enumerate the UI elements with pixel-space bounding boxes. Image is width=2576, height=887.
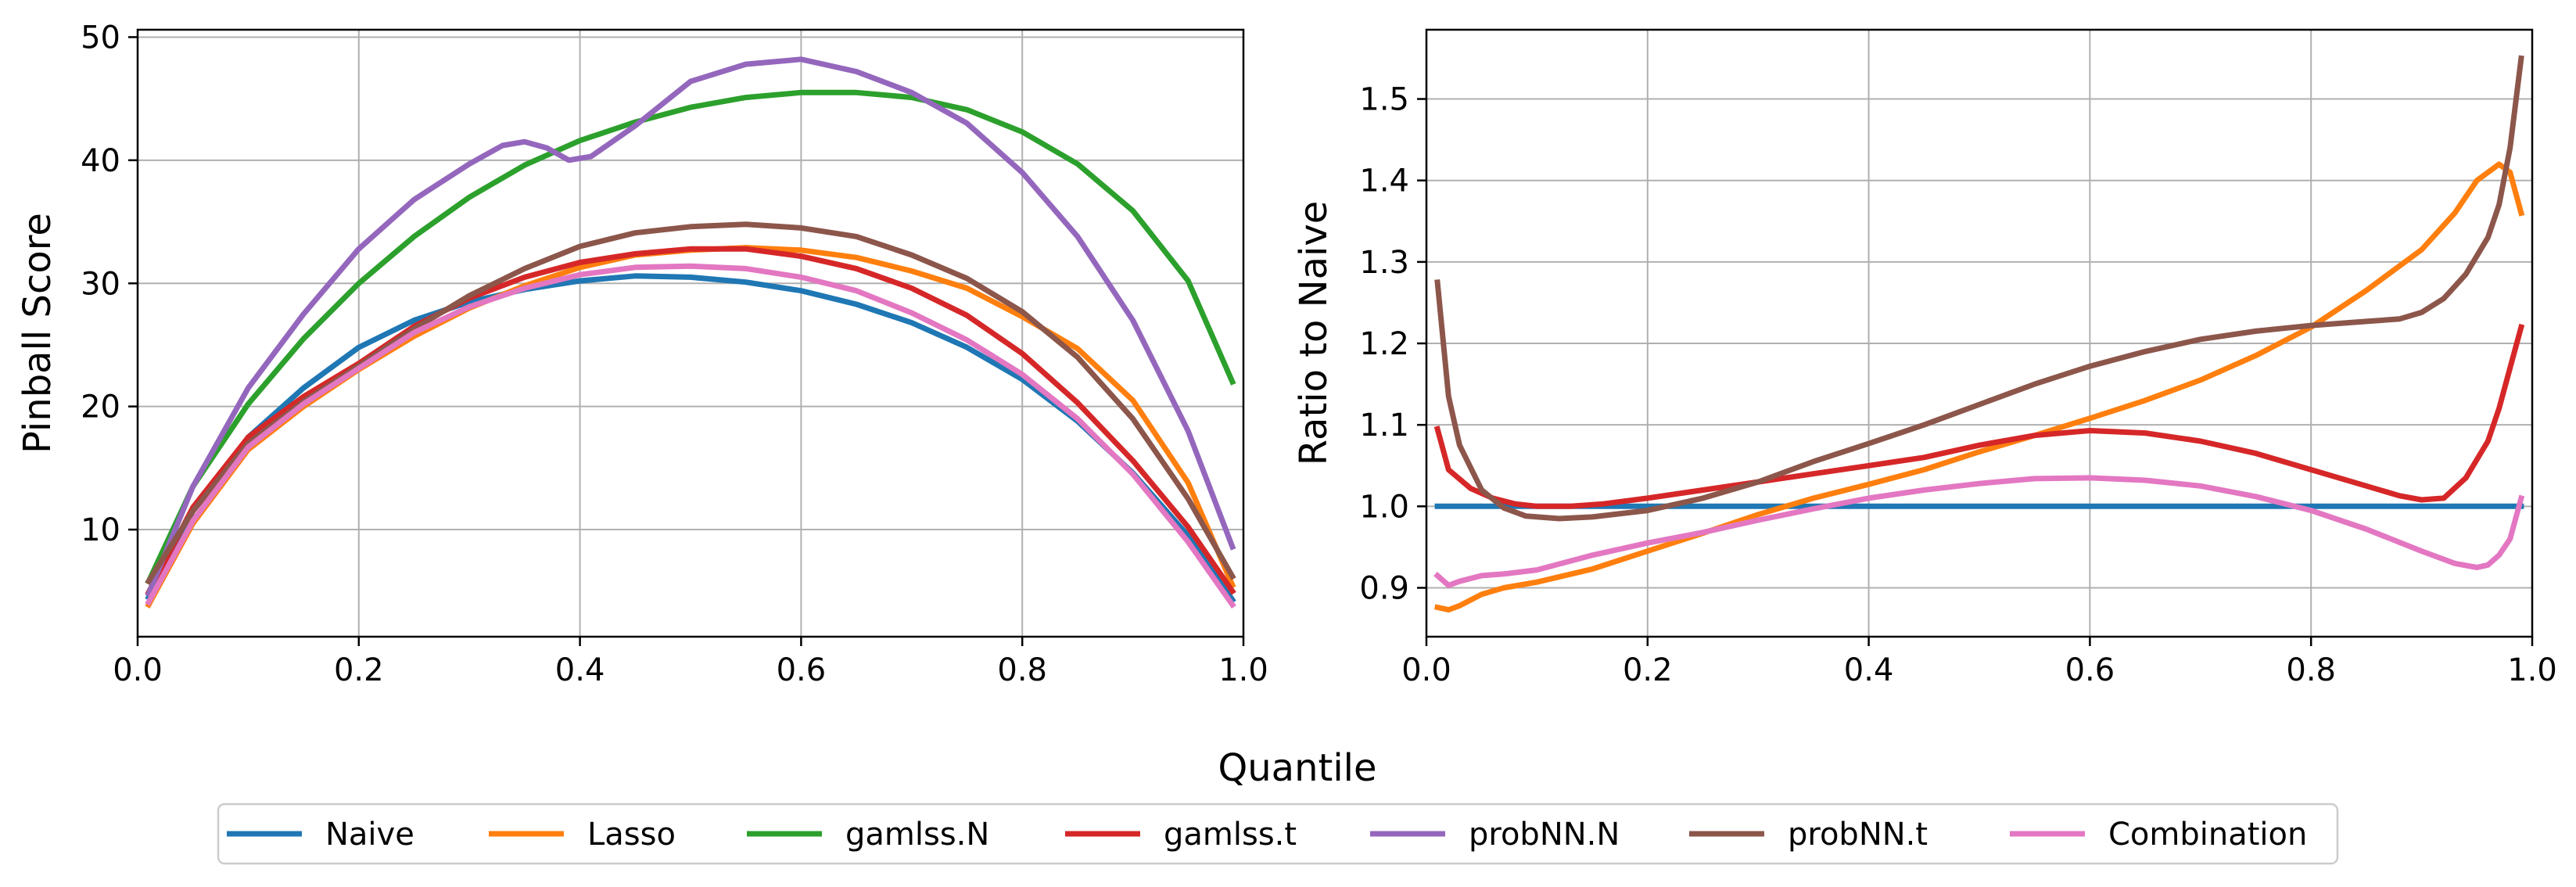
ratio-x-tick-label: 0.6 — [2065, 652, 2115, 688]
pinball-y-tick-label: 50 — [81, 20, 120, 56]
pinball-x-tick-label: 0.8 — [997, 652, 1047, 688]
ratio-y-tick-label: 1.4 — [1359, 163, 1409, 199]
ratio-to-naive-panel: 0.0 0.2 0.4 0.6 0.8 1.0 0.9 1.0 1.1 1.2 1.3 1.4 1.5 R… — [1292, 28, 2557, 688]
pinball-score-panel: 0.0 0.2 0.4 0.6 0.8 1.0 10 20 30 40 50 Pinball Scor… — [16, 20, 1268, 688]
pinball-series-line-combination — [145, 263, 1236, 609]
legend-label-lasso: Lasso — [587, 817, 676, 853]
ratio-series-line-lasso — [1433, 161, 2525, 613]
pinball-x-tick-label: 0.6 — [777, 652, 827, 688]
ratio-x-tick-label: 0.4 — [1844, 652, 1894, 688]
pinball-series-line-gamlss-t — [145, 246, 1236, 597]
legend-label-naive: Naive — [325, 817, 414, 853]
ratio-y-tick-label: 0.9 — [1359, 571, 1409, 607]
pinball-x-tick-label: 0.4 — [555, 652, 605, 688]
pinball-y-tick-label: 30 — [81, 266, 120, 302]
legend-label-combination: Combination — [2108, 817, 2307, 853]
pinball-y-tick-label: 10 — [81, 512, 120, 548]
ratio-y-tick-label: 1.3 — [1359, 245, 1409, 281]
legend-label-probnn-n: probNN.N — [1469, 817, 1620, 853]
ratio-x-tick-label: 0.8 — [2286, 652, 2336, 688]
pinball-series-line-naive — [145, 273, 1236, 604]
ratio-x-tick-label: 1.0 — [2507, 652, 2557, 688]
ratio-series-line-probnn-t — [1434, 55, 2524, 522]
shared-x-axis-label: Quantile — [1218, 746, 1376, 790]
ratio-y-tick-label: 1.5 — [1359, 82, 1409, 118]
pinball-x-tick-label: 1.0 — [1218, 652, 1268, 688]
ratio-series-line-combination — [1433, 475, 2525, 588]
legend-label-gamlss-n: gamlss.N — [845, 817, 989, 853]
legend-label-probnn-t: probNN.t — [1788, 817, 1928, 853]
pinball-y-axis-label: Pinball Score — [16, 213, 59, 454]
pinball-x-tick-label: 0.2 — [334, 652, 384, 688]
ratio-y-tick-label: 1.2 — [1359, 326, 1409, 362]
pinball-y-tick-label: 20 — [81, 390, 120, 426]
pinball-series-line-probnn-n — [145, 56, 1236, 598]
ratio-y-axis-label: Ratio to Naive — [1292, 201, 1336, 466]
pinball-y-tick-label: 40 — [81, 143, 120, 179]
ratio-y-tick-label: 1.0 — [1359, 489, 1409, 525]
ratio-y-tick-label: 1.1 — [1359, 408, 1409, 444]
legend: Naive Lasso gamlss.N gamlss.t probNN.N probNN… — [217, 803, 2339, 865]
pinball-series-line-gamlss-n — [145, 89, 1236, 585]
ratio-series-line-gamlss-t — [1433, 323, 2525, 509]
legend-label-gamlss-t: gamlss.t — [1164, 817, 1297, 853]
pinball-x-tick-label: 0.0 — [113, 652, 163, 688]
ratio-x-tick-label: 0.2 — [1623, 652, 1673, 688]
pinball-plot-frame — [136, 28, 1245, 638]
ratio-plot-frame — [1425, 28, 2534, 638]
legend-box — [217, 803, 2339, 865]
ratio-x-tick-label: 0.0 — [1401, 652, 1451, 688]
